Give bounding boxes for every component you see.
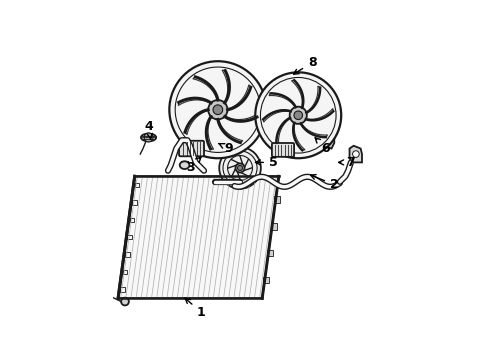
Circle shape <box>238 166 243 170</box>
Circle shape <box>213 105 223 114</box>
Polygon shape <box>118 176 279 298</box>
Polygon shape <box>193 77 218 100</box>
Polygon shape <box>293 123 305 150</box>
Text: 9: 9 <box>219 142 233 155</box>
Polygon shape <box>306 108 333 120</box>
Text: 1: 1 <box>185 298 206 319</box>
Bar <box>270 223 277 230</box>
Text: 3: 3 <box>186 157 201 175</box>
Ellipse shape <box>141 134 156 141</box>
Bar <box>263 276 270 283</box>
Bar <box>127 235 132 239</box>
Polygon shape <box>225 114 257 121</box>
Text: 4: 4 <box>144 120 153 139</box>
Polygon shape <box>185 110 208 135</box>
Polygon shape <box>263 110 291 122</box>
Bar <box>121 287 125 292</box>
Circle shape <box>236 163 245 172</box>
Bar <box>135 183 139 187</box>
Circle shape <box>208 100 227 120</box>
Polygon shape <box>206 117 214 149</box>
Polygon shape <box>222 70 229 103</box>
Circle shape <box>121 298 129 305</box>
Ellipse shape <box>180 161 190 169</box>
Polygon shape <box>269 93 295 107</box>
Circle shape <box>294 111 302 120</box>
Polygon shape <box>349 146 362 162</box>
Polygon shape <box>178 98 211 105</box>
Bar <box>267 250 273 256</box>
Circle shape <box>170 61 267 158</box>
Circle shape <box>255 72 341 158</box>
Bar <box>125 252 129 257</box>
Bar <box>130 217 134 222</box>
Polygon shape <box>306 86 320 113</box>
Bar <box>132 200 137 204</box>
FancyBboxPatch shape <box>179 141 204 156</box>
Circle shape <box>219 147 261 189</box>
Circle shape <box>144 133 153 142</box>
Polygon shape <box>276 118 290 144</box>
Bar <box>274 196 280 203</box>
Text: 8: 8 <box>294 56 317 74</box>
Polygon shape <box>301 123 327 137</box>
Circle shape <box>353 151 359 157</box>
Circle shape <box>290 107 307 124</box>
FancyBboxPatch shape <box>272 143 294 157</box>
Polygon shape <box>323 135 334 149</box>
Polygon shape <box>227 85 251 110</box>
Circle shape <box>105 297 109 301</box>
Bar <box>122 270 127 274</box>
Text: 7: 7 <box>339 156 355 169</box>
Polygon shape <box>292 80 303 108</box>
Text: 6: 6 <box>315 138 330 155</box>
Text: 5: 5 <box>255 156 278 169</box>
Polygon shape <box>218 120 243 143</box>
Text: 2: 2 <box>311 175 339 191</box>
